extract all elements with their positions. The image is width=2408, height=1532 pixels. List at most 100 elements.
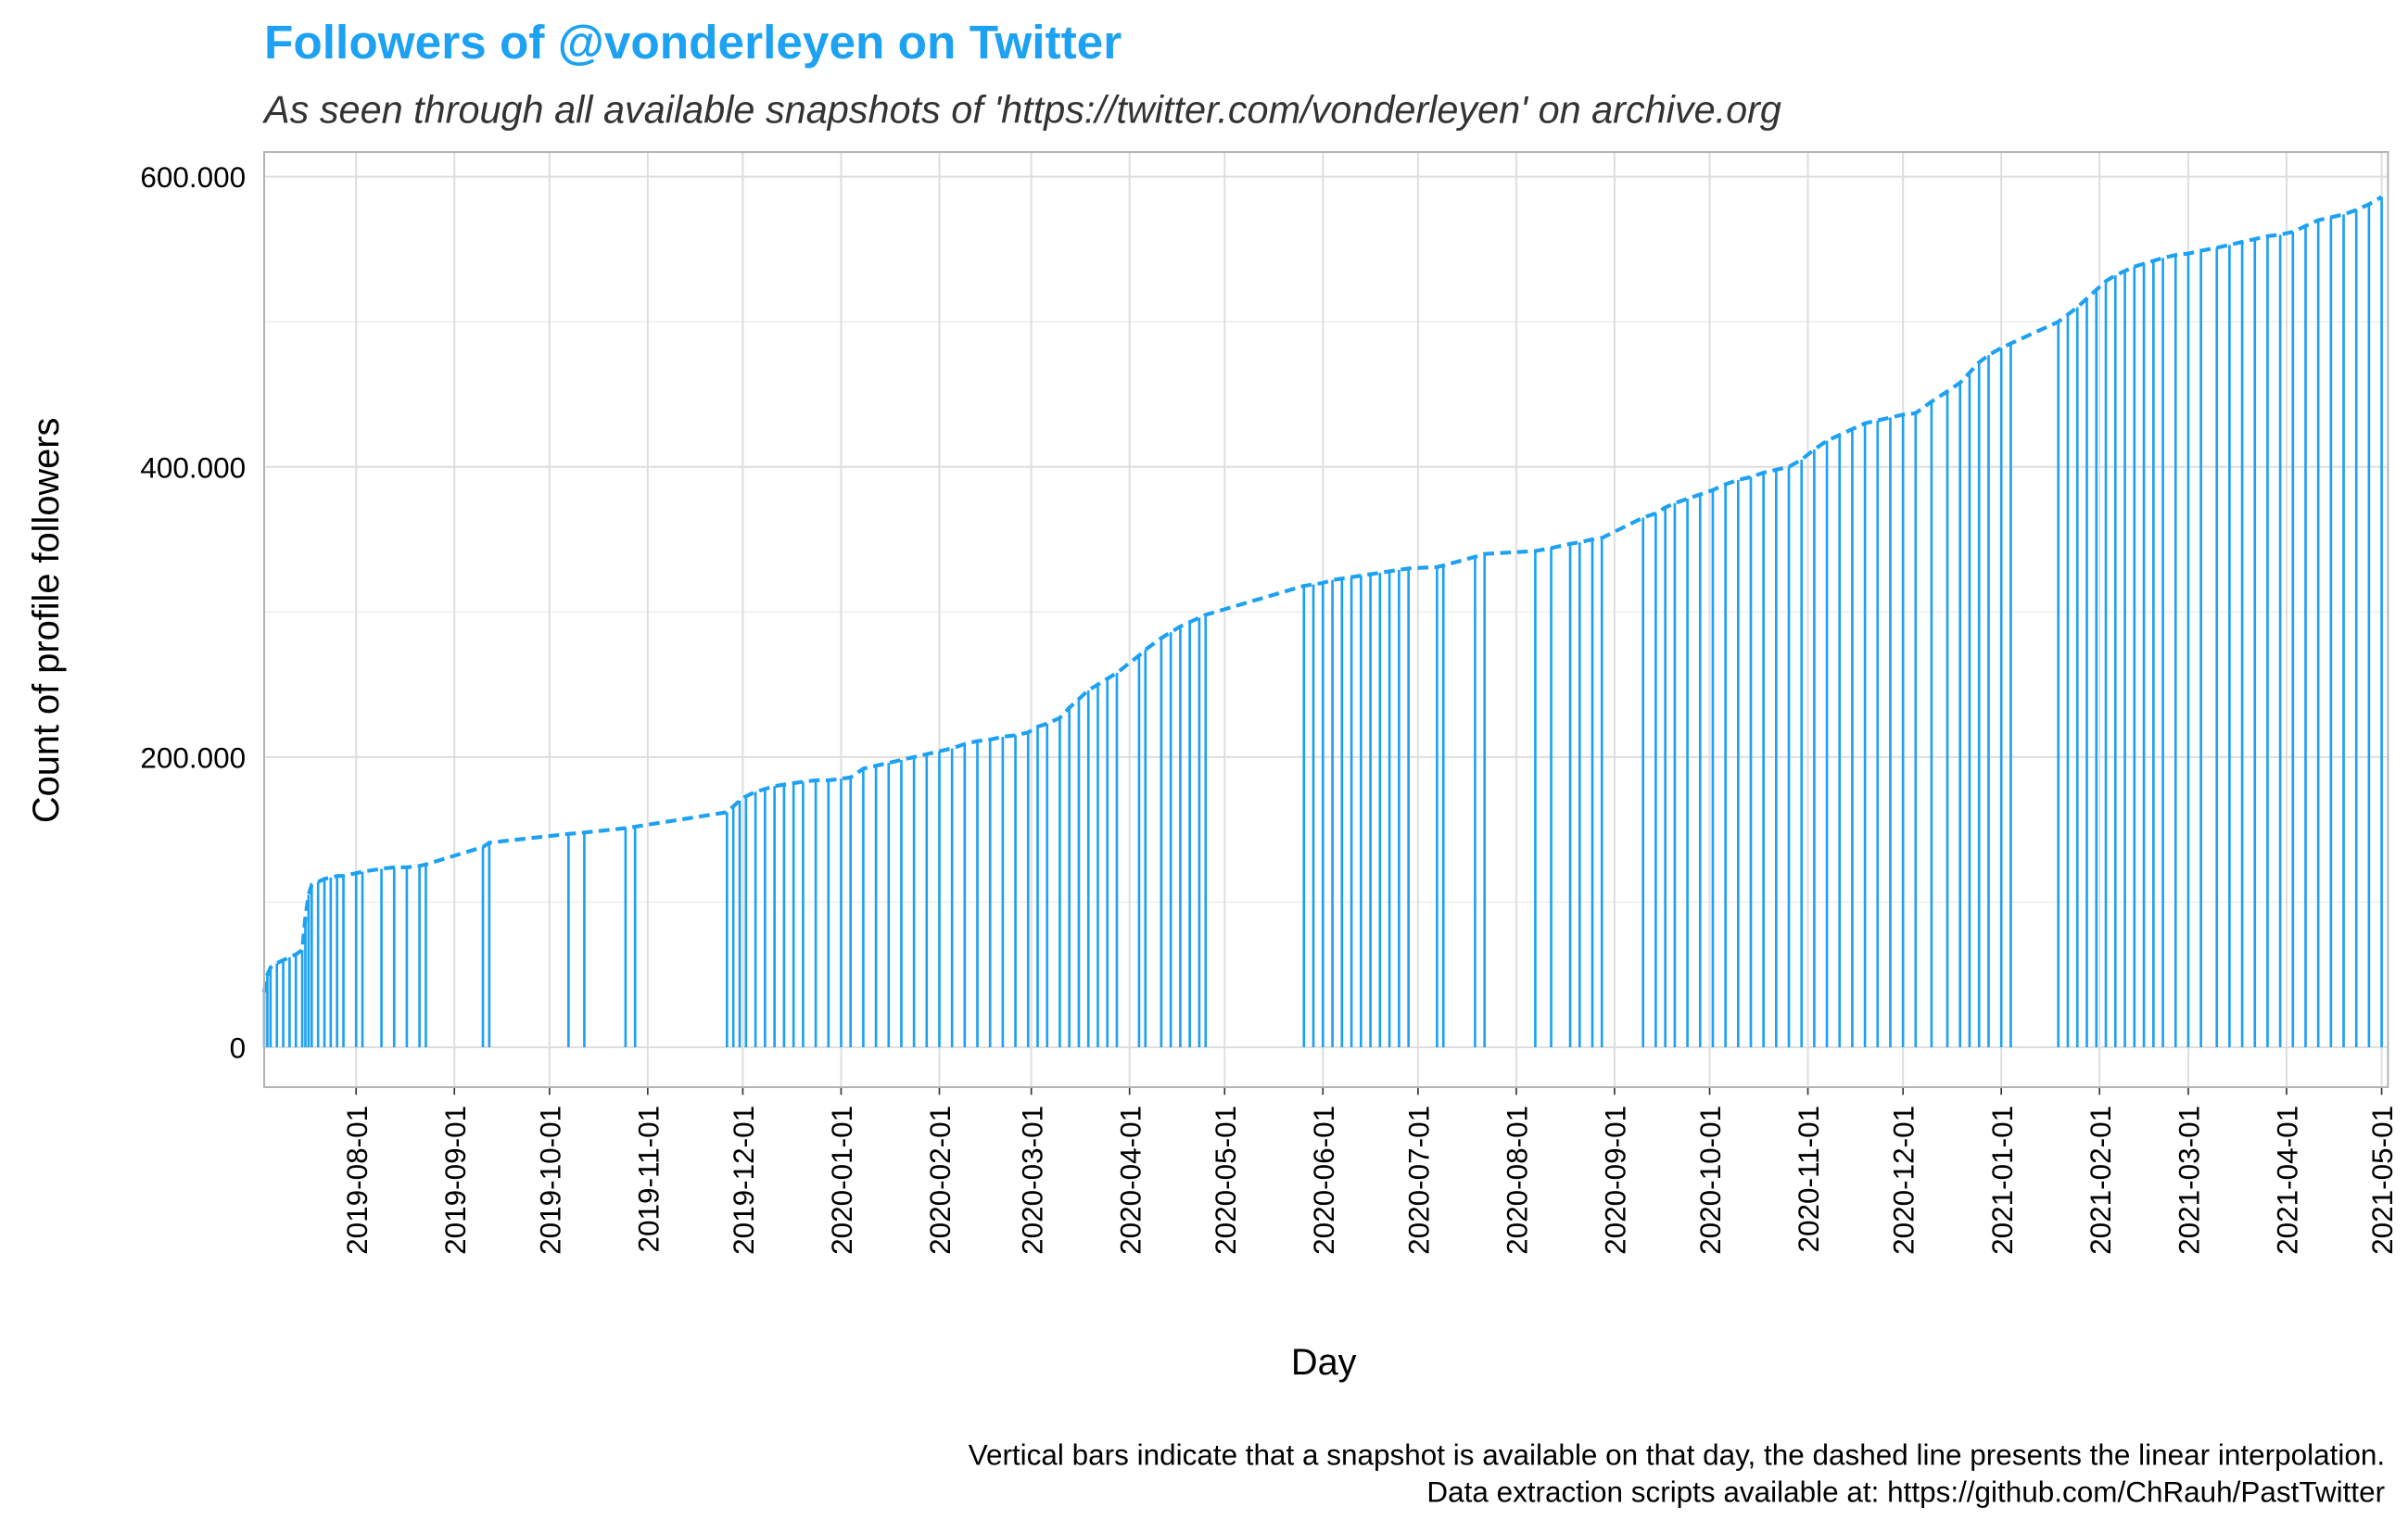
snapshot-bar [2278,234,2282,1047]
snapshot-bar [342,876,345,1047]
snapshot-bar [488,842,491,1047]
x-tick-label: 2019-12-01 [728,1106,760,1255]
interpolation-line [261,195,2383,993]
snapshot-bar [425,864,427,1047]
snapshot-bar [2075,307,2079,1047]
snapshot-bar [2342,214,2345,1047]
snapshot-bar [282,960,285,1047]
x-tick-label: 2020-10-01 [1694,1106,1727,1255]
x-tick-label: 2019-08-01 [341,1106,374,1255]
snapshot-bar [874,766,878,1047]
snapshot-bar [2186,253,2190,1047]
snapshot-bar [2291,232,2295,1047]
snapshot-bar [1137,655,1141,1047]
snapshot-bar [1169,632,1172,1047]
snapshot-bar [2266,235,2269,1047]
snapshot-bar [1068,707,1071,1047]
x-axis-title: Day [1291,1342,1357,1383]
x-tick-label: 2019-10-01 [534,1106,566,1255]
snapshot-bar [950,748,954,1047]
snapshot-bar [963,743,967,1047]
snapshot-bar [1775,469,1778,1047]
snapshot-bar [2174,255,2177,1047]
snapshot-bar [1483,553,1487,1047]
snapshot-bar [481,846,485,1047]
x-tick-label: 2021-04-01 [2272,1106,2304,1255]
snapshot-bar [316,881,320,1047]
snapshot-bar [1813,449,1816,1047]
snapshot-bar [1787,466,1791,1047]
snapshot-bar [304,917,307,1047]
snapshot-bar [1179,626,1182,1047]
snapshot-bar [2095,289,2098,1047]
snapshot-bar [2151,260,2155,1047]
snapshot-bar [900,759,903,1047]
snapshot-bar [418,866,421,1047]
snapshot-bar [1664,507,1667,1047]
snapshot-bar [764,789,767,1047]
snapshot-bar [782,784,786,1047]
snapshot-bar [1863,423,1867,1047]
snapshot-bar [1058,717,1061,1047]
snapshot-bar [2133,266,2136,1047]
snapshot-bar [266,974,269,1047]
x-tick-label: 2020-06-01 [1308,1106,1340,1255]
snapshot-bar [1046,723,1049,1047]
snapshot-bar [887,763,891,1047]
y-tick-label: 600.000 [140,161,246,194]
snapshot-bar [2199,250,2202,1047]
snapshot-bar [1001,736,1005,1047]
x-tick-label: 2020-11-01 [1793,1106,1825,1253]
snapshot-bar [1198,617,1201,1047]
snapshot-bar [1474,556,1476,1047]
snapshot-bar [624,828,627,1047]
snapshot-bar [1591,539,1594,1047]
plot-border [263,151,2389,1089]
snapshot-bar [731,806,735,1047]
x-tick-label: 2021-01-01 [1986,1106,2019,1255]
snapshot-bar [288,956,291,1047]
snapshot-bar [300,950,304,1047]
snapshot-bar [1724,484,1727,1047]
snapshot-bar [938,751,941,1047]
snapshot-bar [1876,420,1880,1047]
snapshot-bar [1534,551,1537,1047]
snapshot-bar [323,879,326,1047]
snapshot-bar [583,832,586,1047]
snapshot-bar [336,876,339,1047]
x-tick-label: 2020-05-01 [1210,1106,1242,1255]
snapshot-bar [1188,622,1191,1047]
snapshot-bar [567,833,570,1047]
snapshot-bar [976,741,979,1047]
x-tick-label: 2021-03-01 [2174,1106,2206,1255]
y-tick-label: 200.000 [140,741,246,774]
x-tick-label: 2020-09-01 [1600,1106,1632,1255]
snapshot-bar [1360,576,1362,1047]
x-tick-label: 2019-09-01 [439,1106,472,1255]
snapshot-bar [1350,576,1353,1047]
snapshot-bar [392,867,396,1047]
snapshot-bar [2253,238,2257,1047]
snapshot-bar [2354,209,2358,1047]
snapshot-bar [840,779,843,1047]
snapshot-bar [1968,372,1971,1047]
snapshot-bar [1115,673,1119,1047]
snapshot-bar [1945,391,1949,1047]
snapshot-bar [2113,275,2117,1047]
snapshot-bar [773,786,776,1047]
snapshot-bar [380,868,383,1047]
snapshot-bar [849,777,853,1047]
snapshot-bar [862,768,865,1047]
x-tick-label: 2020-01-01 [826,1106,858,1255]
snapshot-bar [1086,690,1090,1047]
snapshot-bar [1340,578,1344,1047]
snapshot-bar [1096,684,1099,1047]
snapshot-bar [1312,584,1315,1047]
snapshot-bar [1302,586,1306,1047]
x-tick-label: 2020-04-01 [1114,1106,1147,1255]
snapshot-bar [1889,417,1892,1047]
x-tick-label: 2019-11-01 [632,1106,665,1253]
snapshot-bar [633,827,637,1047]
snapshot-bar [329,877,333,1047]
snapshot-bar [354,873,358,1047]
